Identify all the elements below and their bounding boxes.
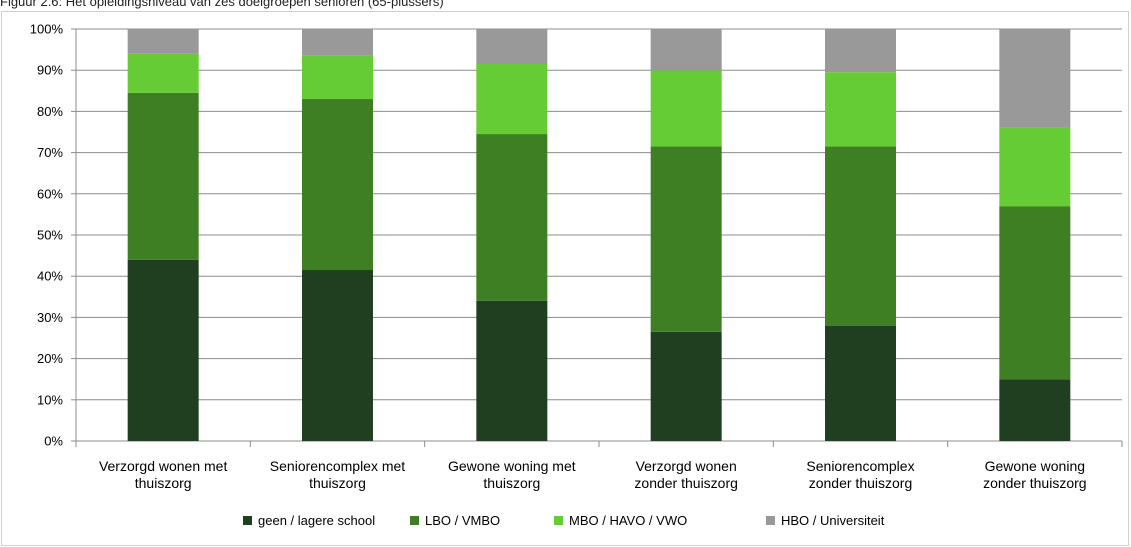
legend-swatch <box>243 516 252 525</box>
bar-segment <box>999 206 1071 380</box>
y-tick-label: 90% <box>37 63 63 78</box>
y-tick-label: 80% <box>37 104 63 119</box>
legend-label: geen / lagere school <box>258 513 375 528</box>
y-tick-label: 100% <box>30 22 64 37</box>
bar-segment <box>476 134 548 301</box>
legend-label: HBO / Universiteit <box>781 513 885 528</box>
y-tick-label: 20% <box>37 351 63 366</box>
bar-segment <box>476 64 548 135</box>
legend-swatch <box>554 516 563 525</box>
y-tick-label: 30% <box>37 310 63 325</box>
x-category-label: Verzorgd wonen zonder thuiszorg <box>634 458 738 491</box>
x-category-label: Seniorencomplex zonder thuiszorg <box>806 458 914 491</box>
x-category-label: Verzorgd wonen met thuiszorg <box>99 458 228 491</box>
y-tick-label: 0% <box>44 434 63 449</box>
bar-segment <box>825 72 896 147</box>
figure-caption: Figuur 2.6: Het opleidingsniveau van zes… <box>0 0 444 9</box>
bar-segment <box>999 29 1071 128</box>
bar-segment <box>650 29 722 71</box>
legend-swatch <box>410 516 419 525</box>
bar-segment <box>650 146 722 332</box>
x-category-label: Gewone woning zonder thuiszorg <box>983 458 1087 491</box>
y-tick-label: 60% <box>37 186 63 201</box>
bar-segment <box>302 29 373 56</box>
bar-segment <box>999 127 1071 207</box>
bar-segment <box>302 55 373 100</box>
bar-segment <box>476 300 548 441</box>
y-tick-label: 50% <box>37 228 63 243</box>
bar-segment <box>127 92 199 260</box>
bar-segment <box>127 29 199 54</box>
bar-segment <box>127 259 199 441</box>
legend-label: MBO / HAVO / VWO <box>569 513 687 528</box>
bar-segment <box>476 29 548 65</box>
bar-segment <box>650 331 722 441</box>
bar-segment <box>302 99 373 271</box>
bar-segment <box>999 379 1071 441</box>
bar-segment <box>825 29 896 73</box>
bar-segment <box>302 270 373 441</box>
bar-segment <box>127 53 199 93</box>
y-tick-label: 10% <box>37 392 63 407</box>
x-category-label: Gewone woning met thuiszorg <box>448 458 576 491</box>
y-tick-label: 40% <box>37 269 63 284</box>
y-tick-label: 70% <box>37 145 63 160</box>
legend-label: LBO / VMBO <box>425 513 500 528</box>
legend-swatch <box>766 516 775 525</box>
chart-frame <box>1 11 1129 546</box>
bar-segment <box>650 70 722 147</box>
bar-segment <box>825 325 896 441</box>
x-category-label: Seniorencomplex met thuiszorg <box>270 458 406 491</box>
bar-segment <box>825 146 896 326</box>
